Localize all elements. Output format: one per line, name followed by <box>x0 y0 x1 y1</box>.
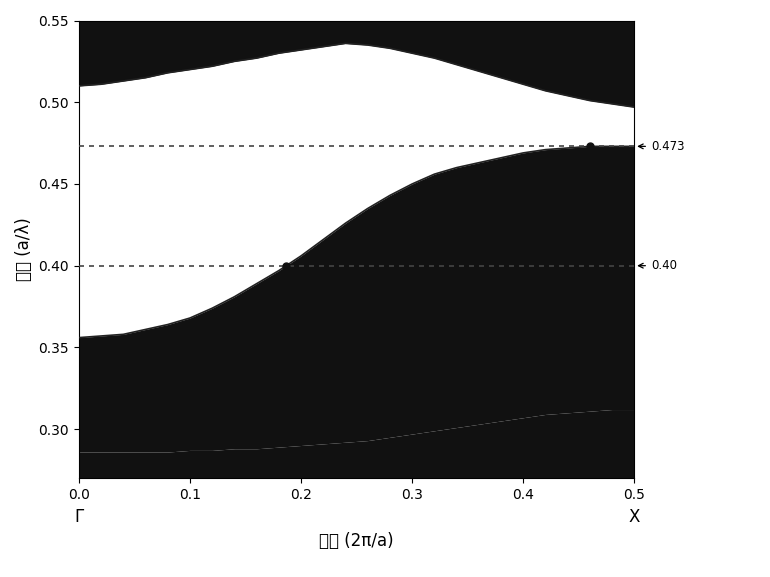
Y-axis label: 频率 (a/λ): 频率 (a/λ) <box>15 218 33 281</box>
Text: 0.40: 0.40 <box>638 259 677 272</box>
Text: X: X <box>628 508 640 526</box>
X-axis label: 波矢 (2π/a): 波矢 (2π/a) <box>320 533 394 550</box>
Text: 0.473: 0.473 <box>638 140 685 153</box>
Text: Γ: Γ <box>74 508 83 526</box>
